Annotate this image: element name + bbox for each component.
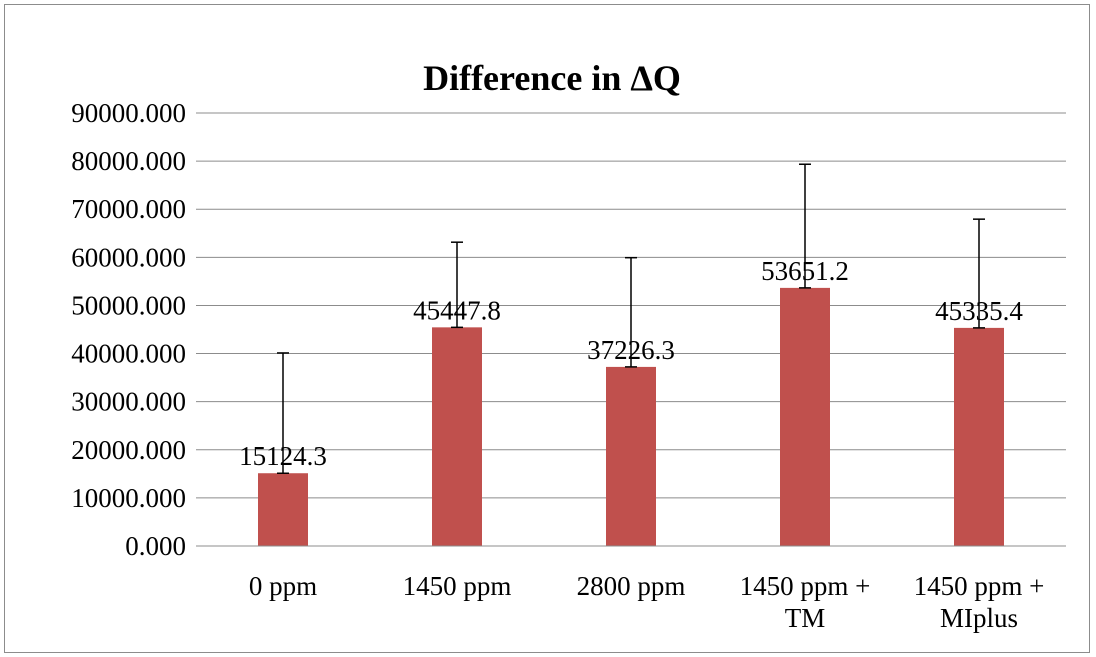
y-tick-label: 10000.000	[71, 483, 186, 513]
x-category-label: TM	[785, 603, 826, 633]
y-tick-label: 60000.000	[71, 242, 186, 272]
y-tick-label: 30000.000	[71, 387, 186, 417]
bar	[432, 327, 482, 546]
bar	[954, 327, 1004, 546]
bars	[258, 287, 1004, 546]
y-tick-label: 20000.000	[71, 435, 186, 465]
x-category-label: 0 ppm	[249, 571, 317, 601]
chart-frame	[4, 4, 1090, 653]
y-tick-label: 50000.000	[71, 290, 186, 320]
data-label: 45447.8	[413, 295, 501, 325]
x-category-label: 2800 ppm	[577, 571, 686, 601]
y-tick-label: 40000.000	[71, 339, 186, 369]
bar	[606, 366, 656, 546]
bar	[780, 287, 830, 546]
error-bars	[277, 163, 985, 474]
chart-title: Difference in ΔQ	[423, 58, 681, 98]
x-category-label: 1450 ppm +	[914, 571, 1045, 601]
y-tick-label: 0.000	[125, 531, 186, 561]
data-label: 37226.3	[587, 335, 675, 365]
y-tick-label: 70000.000	[71, 194, 186, 224]
y-tick-label: 80000.000	[71, 146, 186, 176]
data-label: 45335.4	[935, 296, 1023, 326]
x-category-label: MIplus	[940, 603, 1018, 633]
x-category-label: 1450 ppm +	[740, 571, 871, 601]
data-label: 53651.2	[761, 256, 849, 286]
data-label: 15124.3	[239, 441, 327, 471]
x-category-label: 1450 ppm	[403, 571, 512, 601]
bar	[258, 473, 308, 546]
y-axis-ticks: 0.000 10000.000 20000.000 30000.000 40000.00…	[71, 98, 186, 561]
data-labels: 15124.3 45447.8 37226.3 53651.2 45335.4	[239, 256, 1023, 471]
y-tick-label: 90000.000	[71, 98, 186, 128]
